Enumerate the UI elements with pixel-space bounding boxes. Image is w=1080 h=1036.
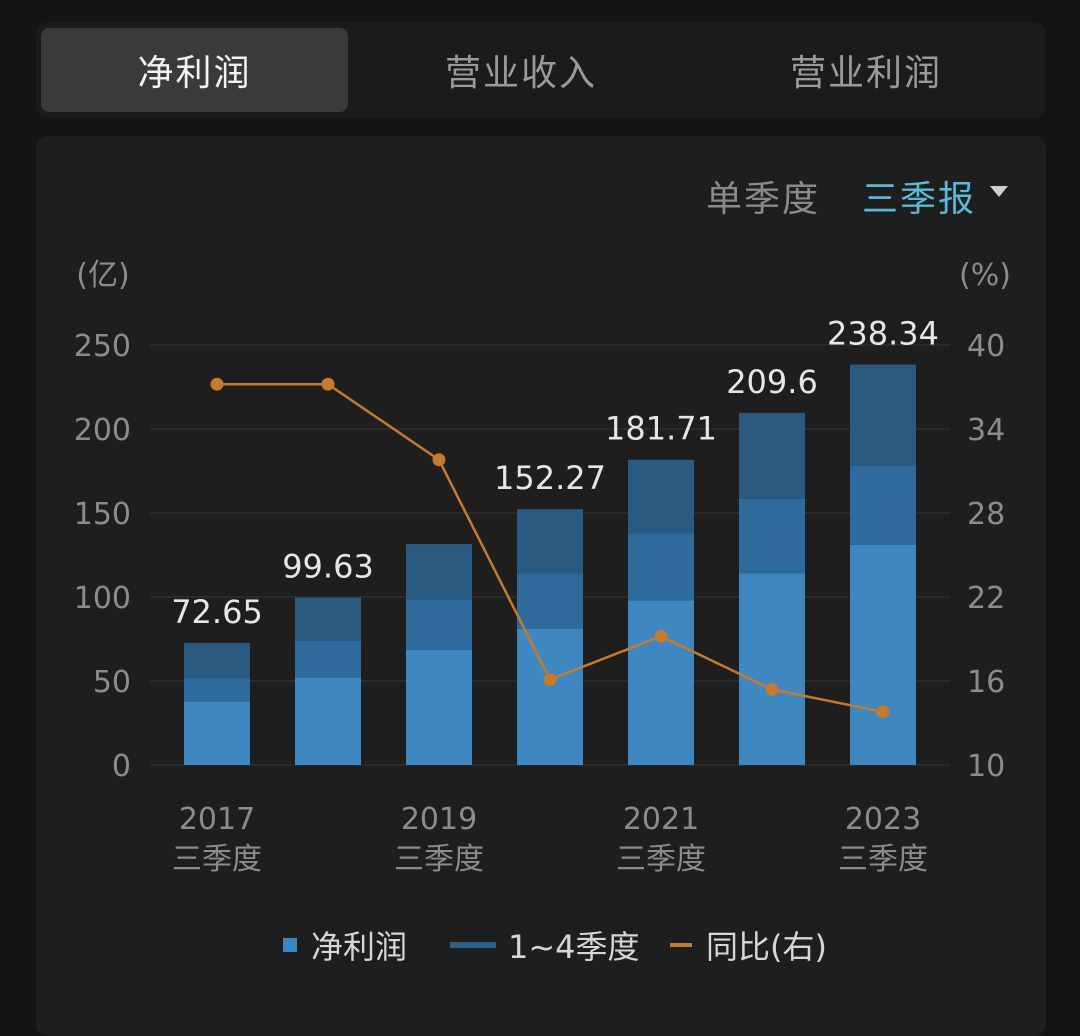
bar-segment-q2 xyxy=(184,677,250,702)
bar-value-label: 238.34 xyxy=(827,315,939,353)
bar-segment-q3 xyxy=(517,509,583,574)
y-tick-left: 100 xyxy=(74,581,131,616)
bar-segment-q3 xyxy=(628,459,694,534)
bar-segment-q1 xyxy=(517,628,583,765)
bar-segment-q3 xyxy=(850,364,916,466)
y-tick-left: 200 xyxy=(74,413,131,448)
bar-segment-q2 xyxy=(739,498,805,574)
report-period-select[interactable]: 三季报 xyxy=(862,179,977,220)
y-tick-left: 250 xyxy=(74,329,131,364)
legend-label-yoy: 同比(右) xyxy=(706,928,827,966)
tab-revenue[interactable]: 营业收入 xyxy=(444,53,597,94)
x-tick-quarter: 三季度 xyxy=(838,842,928,877)
bar-segment-q3 xyxy=(739,412,805,499)
tab-bar: 净利润 营业收入 营业利润 xyxy=(36,22,1046,118)
bar-segment-q3 xyxy=(295,597,361,641)
single-quarter-toggle[interactable]: 单季度 xyxy=(706,179,821,220)
bar-segment-q1 xyxy=(850,544,916,765)
yoy-point xyxy=(210,377,224,391)
chart-legend: 净利润 1~4季度 同比(右) xyxy=(0,920,1080,970)
x-tick-year: 2021 xyxy=(623,802,699,837)
bar-segment-q1 xyxy=(628,600,694,765)
x-tick-quarter: 三季度 xyxy=(616,842,706,877)
y-tick-right: 22 xyxy=(967,581,1005,616)
legend-swatch-net-profit xyxy=(283,938,297,952)
x-tick-year: 2023 xyxy=(845,802,921,837)
bar-segment-q1 xyxy=(184,702,250,765)
y-tick-right: 40 xyxy=(967,329,1005,364)
legend-label-quarters: 1~4季度 xyxy=(508,928,640,966)
bar-segment-q3 xyxy=(406,544,472,600)
tab-operating-profit[interactable]: 营业利润 xyxy=(789,53,942,94)
bar-segment-q2 xyxy=(850,465,916,545)
legend-item-quarters: 1~4季度 xyxy=(450,920,640,970)
bar-value-label: 209.6 xyxy=(726,363,818,401)
legend-item-net-profit: 净利润 xyxy=(283,920,407,970)
yoy-point xyxy=(765,682,779,696)
right-axis-unit: (%) xyxy=(959,258,1011,293)
bar-segment-q2 xyxy=(295,640,361,678)
x-tick-year: 2019 xyxy=(401,802,477,837)
bar-segment-q2 xyxy=(406,599,472,650)
yoy-point xyxy=(543,673,557,687)
yoy-point xyxy=(432,453,446,467)
legend-swatch-yoy xyxy=(670,943,692,947)
legend-label-net-profit: 净利润 xyxy=(311,928,408,966)
yoy-point xyxy=(876,705,890,719)
chevron-down-icon[interactable] xyxy=(990,186,1008,197)
bar-segment-q1 xyxy=(406,649,472,765)
bar-value-label: 152.27 xyxy=(494,459,606,497)
bar-segment-q1 xyxy=(739,573,805,765)
yoy-point xyxy=(321,377,335,391)
y-tick-right: 16 xyxy=(967,665,1005,700)
bar-segment-q3 xyxy=(184,642,250,678)
x-tick-quarter: 三季度 xyxy=(394,842,484,877)
legend-swatch-quarters xyxy=(450,942,496,948)
y-tick-right: 28 xyxy=(967,497,1005,532)
y-tick-right: 34 xyxy=(967,413,1005,448)
y-tick-right: 10 xyxy=(967,749,1005,784)
bar-segment-q2 xyxy=(628,533,694,601)
y-tick-left: 150 xyxy=(74,497,131,532)
y-tick-left: 50 xyxy=(93,665,131,700)
left-axis-unit: (亿) xyxy=(76,258,129,293)
tab-net-profit[interactable]: 净利润 xyxy=(41,28,348,112)
bar-value-label: 72.65 xyxy=(171,593,263,631)
legend-item-yoy: 同比(右) xyxy=(670,920,827,970)
bar-segment-q1 xyxy=(295,677,361,765)
yoy-point xyxy=(654,629,668,643)
x-tick-year: 2017 xyxy=(179,802,255,837)
bar-segment-q2 xyxy=(517,573,583,629)
bar-value-label: 99.63 xyxy=(282,548,374,586)
bar-line-chart: (亿) (%) 0 10 50 16 100 22 150 28 200 34 250 40 72.65 99… xyxy=(74,258,1011,877)
x-tick-quarter: 三季度 xyxy=(172,842,262,877)
bar-value-label: 181.71 xyxy=(605,410,717,448)
y-tick-left: 0 xyxy=(112,749,131,784)
